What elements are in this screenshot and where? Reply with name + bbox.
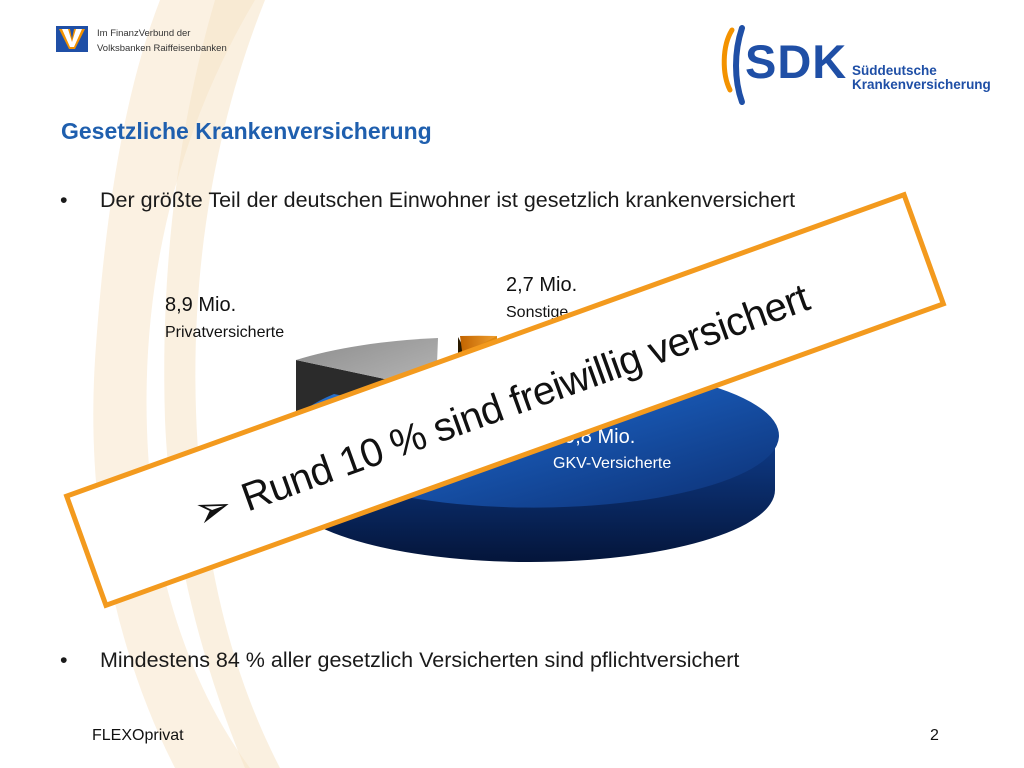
- page-number: 2: [930, 727, 939, 744]
- sdk-logo: [721, 25, 745, 105]
- label-private-value: 8,9 Mio.: [165, 294, 237, 316]
- sdk-subtitle: Süddeutsche Krankenversicherung: [852, 64, 991, 92]
- stamp-text: Rund 10 % sind freiwillig versichert: [236, 276, 815, 521]
- slide-title: Gesetzliche Krankenversicherung: [61, 118, 432, 144]
- bullet-1-text: Der größte Teil der deutschen Einwohner …: [100, 188, 796, 212]
- sdk-subtitle-line2: Krankenversicherung: [852, 77, 991, 92]
- sdk-wordmark: SDK: [745, 35, 848, 88]
- footer-title: FLEXOprivat: [92, 727, 184, 744]
- bank-tagline-line2: Volksbanken Raiffeisenbanken: [97, 43, 227, 54]
- label-gkv-name: GKV-Versicherte: [553, 455, 672, 472]
- label-other-value: 2,7 Mio.: [506, 274, 578, 296]
- bullet-dot: •: [60, 188, 68, 212]
- label-private-name: Privatversicherte: [165, 324, 285, 341]
- vr-bank-logo: [56, 26, 88, 52]
- slice-gkv-side: [285, 433, 775, 562]
- bullet-2: • Mindestens 84 % aller gesetzlich Versic…: [60, 648, 739, 673]
- bullet-1: • Der größte Teil der deutschen Einwohner…: [60, 188, 795, 213]
- bullet-dot: •: [60, 648, 68, 672]
- sdk-subtitle-line1: Süddeutsche: [852, 63, 937, 78]
- bullet-2-text: Mindestens 84 % aller gesetzlich Versich…: [100, 648, 740, 672]
- bank-tagline-line1: Im FinanzVerbund der: [97, 28, 191, 39]
- label-other-name: Sonstige: [506, 304, 569, 321]
- bank-tagline: Im FinanzVerbund der Volksbanken Raiffei…: [97, 26, 227, 56]
